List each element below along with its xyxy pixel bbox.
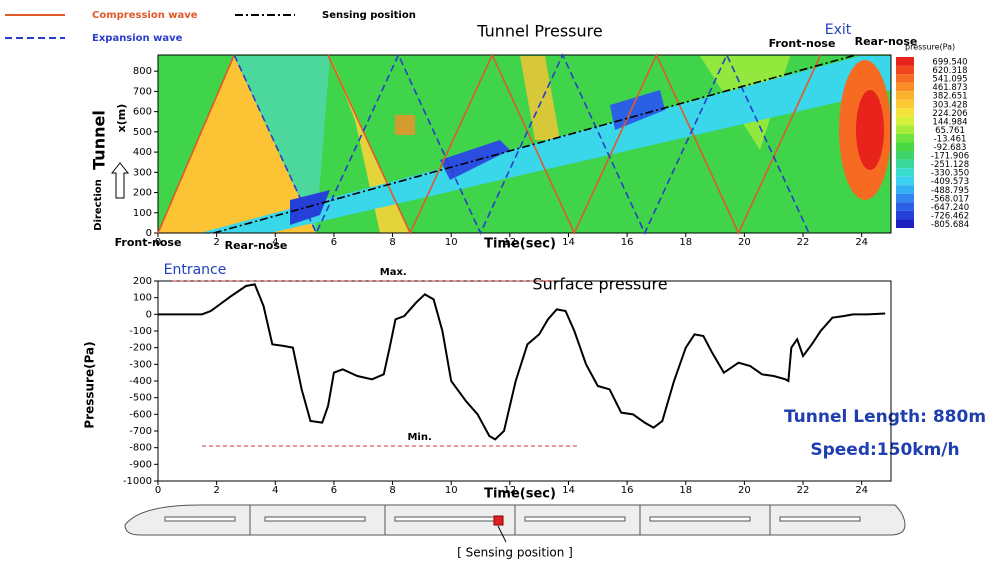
colorbar-cell	[896, 219, 914, 228]
caption: [ Sensing position ]	[457, 546, 573, 560]
x-tick-label: 20	[738, 485, 751, 496]
x-tick-label: 16	[621, 237, 634, 248]
x-tick-label: 20	[738, 237, 751, 248]
annotation: Tunnel Length: 880m	[784, 407, 986, 427]
y-tick-label: -300	[129, 359, 152, 370]
x-tick-label: 18	[679, 485, 692, 496]
colorbar-cell	[896, 194, 914, 203]
x-tick-label: 2	[213, 237, 219, 248]
y-tick-label: -400	[129, 376, 152, 387]
x-tick-label: 10	[445, 237, 458, 248]
x-axis-label: Time(sec)	[484, 487, 556, 502]
x-tick-label: 4	[272, 237, 278, 248]
annotation: Entrance	[164, 262, 227, 278]
x-tick-label: 6	[331, 237, 337, 248]
annotation: Exit	[825, 22, 852, 38]
colorbar-cell	[896, 117, 914, 126]
legend-label: Expansion wave	[92, 33, 183, 44]
x-tick-label: 14	[562, 485, 575, 496]
x-tick-label: 2	[213, 485, 219, 496]
y-tick-label: 100	[133, 293, 152, 304]
tunnel-label: Tunnel	[90, 110, 109, 170]
y-tick-label: 200	[133, 276, 152, 287]
x-tick-label: 16	[621, 485, 634, 496]
y-tick-label: 700	[133, 86, 152, 97]
y-tick-label: -700	[129, 426, 152, 437]
colorbar-cell	[896, 185, 914, 194]
y-axis-label: Pressure(Pa)	[83, 341, 97, 428]
direction-arrow	[112, 163, 128, 198]
y-tick-label: 600	[133, 107, 152, 118]
colorbar-cell	[896, 91, 914, 100]
colorbar-cell	[896, 83, 914, 92]
annotation: Front-nose	[769, 37, 836, 50]
colorbar-cell	[896, 160, 914, 169]
colorbar-cell	[896, 108, 914, 117]
x-axis-label: Time(sec)	[484, 237, 556, 252]
colorbar-cell	[896, 168, 914, 177]
colorbar-cell	[896, 151, 914, 160]
y-tick-label: 500	[133, 127, 152, 138]
chart: Tunnel Direction Front-nose Rear-nose Ex…	[0, 0, 1007, 565]
x-tick-label: 0	[155, 485, 161, 496]
colorbar-cell	[896, 202, 914, 211]
legend-label: Compression wave	[92, 10, 198, 21]
x-tick-label: 24	[855, 237, 868, 248]
x-tick-label: 6	[331, 485, 337, 496]
colorbar-cell	[896, 134, 914, 143]
y-tick-label: -600	[129, 409, 152, 420]
colorbar-cell	[896, 177, 914, 186]
y-tick-label: 800	[133, 66, 152, 77]
y-tick-label: 300	[133, 167, 152, 178]
reference-label: Min.	[407, 432, 431, 443]
train-illustration	[125, 505, 905, 542]
y-tick-label: 100	[133, 208, 152, 219]
colorbar-cell	[896, 143, 914, 152]
legend-label: Sensing position	[322, 10, 416, 21]
y-tick-label: 0	[146, 228, 152, 239]
x-tick-label: 22	[797, 237, 810, 248]
y-axis-label: x(m)	[115, 104, 128, 133]
x-tick-label: 18	[679, 237, 692, 248]
y-tick-label: 0	[146, 309, 152, 320]
x-tick-label: 12	[503, 237, 516, 248]
contour-field	[158, 55, 891, 233]
x-tick-label: 10	[445, 485, 458, 496]
x-tick-label: 24	[855, 485, 868, 496]
colorbar-cell	[896, 211, 914, 220]
plot-frame	[158, 281, 891, 481]
y-tick-label: -200	[129, 343, 152, 354]
y-tick-label: -500	[129, 393, 152, 404]
x-tick-label: 4	[272, 485, 278, 496]
x-tick-label: 8	[389, 485, 395, 496]
x-tick-label: 8	[389, 237, 395, 248]
colorbar-cell	[896, 125, 914, 134]
x-tick-label: 22	[797, 485, 810, 496]
colorbar-cell	[896, 57, 914, 66]
reference-label: Max.	[380, 267, 407, 278]
y-tick-label: 200	[133, 188, 152, 199]
direction-label: Direction	[93, 179, 104, 231]
y-tick-label: -900	[129, 459, 152, 470]
y-tick-label: -800	[129, 443, 152, 454]
colorbar-title: pressure(Pa)	[905, 43, 955, 52]
chart-title: Surface pressure	[532, 275, 667, 294]
y-tick-label: -100	[129, 326, 152, 337]
y-tick-label: 400	[133, 147, 152, 158]
annotation: Speed:150km/h	[810, 440, 959, 460]
chart-title: Tunnel Pressure	[476, 22, 602, 41]
colorbar-cell	[896, 74, 914, 83]
x-tick-label: 14	[562, 237, 575, 248]
colorbar-cell	[896, 66, 914, 75]
y-tick-label: -1000	[123, 476, 152, 487]
x-tick-label: 0	[155, 237, 161, 248]
x-tick-label: 12	[503, 485, 516, 496]
pressure-line	[158, 284, 885, 439]
colorbar-label: -805.684	[931, 220, 969, 230]
colorbar-cell	[896, 100, 914, 109]
